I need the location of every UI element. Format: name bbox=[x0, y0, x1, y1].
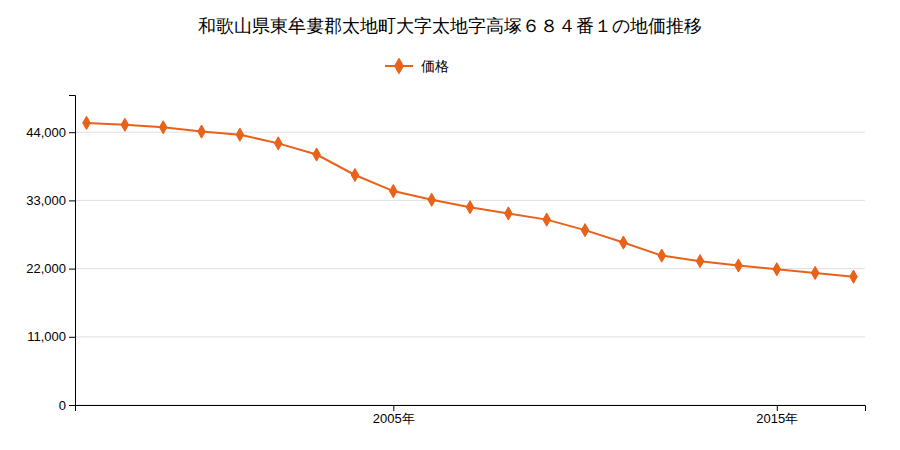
tick-label: 44,000 bbox=[26, 125, 66, 140]
marker bbox=[735, 259, 743, 272]
marker bbox=[505, 207, 513, 220]
tick: 22,000 bbox=[26, 261, 75, 276]
tick-mark bbox=[69, 200, 75, 201]
marker bbox=[773, 263, 781, 276]
line bbox=[87, 123, 854, 277]
chart-container: 2005年 2015年 0 11,000 22,000 33,000 44,000 和歌山県東… bbox=[0, 0, 900, 450]
marker bbox=[696, 255, 704, 268]
tick-mark bbox=[393, 405, 394, 411]
tick-mark bbox=[69, 337, 75, 338]
marker bbox=[351, 168, 359, 181]
marker bbox=[274, 137, 282, 150]
marker bbox=[121, 118, 129, 131]
legend-item: 価格 bbox=[385, 58, 449, 74]
tick: 33,000 bbox=[26, 193, 75, 208]
title: 和歌山県東牟婁郡太地町大字太地字高塚６８４番１の地価推移 bbox=[198, 15, 702, 36]
tick-label: 11,000 bbox=[27, 329, 66, 344]
marker bbox=[428, 193, 436, 206]
grid-line bbox=[75, 268, 865, 269]
legend: 価格 bbox=[385, 58, 449, 74]
grid bbox=[75, 132, 865, 405]
x-axis: 2005年 2015年 bbox=[76, 405, 866, 426]
plot-area: 2005年 2015年 0 11,000 22,000 33,000 44,000 bbox=[26, 96, 865, 427]
marker bbox=[236, 128, 244, 141]
marker bbox=[811, 266, 819, 279]
tick-mark bbox=[69, 132, 75, 133]
marker bbox=[543, 213, 551, 226]
tick: 11,000 bbox=[27, 329, 75, 344]
marks bbox=[83, 116, 858, 283]
tick-mark bbox=[777, 405, 778, 411]
axis-line bbox=[76, 406, 866, 412]
tick-label: 2015年 bbox=[756, 411, 798, 426]
marker bbox=[620, 236, 628, 249]
marker bbox=[581, 224, 589, 237]
legend-label: 価格 bbox=[421, 58, 449, 74]
y-axis: 0 11,000 22,000 33,000 44,000 bbox=[26, 96, 75, 413]
tick: 2015年 bbox=[756, 405, 798, 426]
tick-label: 33,000 bbox=[26, 193, 66, 208]
axis-line bbox=[69, 96, 76, 406]
tick-label: 2005年 bbox=[373, 411, 415, 426]
marker bbox=[159, 121, 167, 134]
tick-mark bbox=[69, 269, 75, 270]
tick: 44,000 bbox=[26, 125, 75, 140]
marker bbox=[658, 249, 666, 262]
chart-svg: 2005年 2015年 0 11,000 22,000 33,000 44,000 和歌山県東… bbox=[0, 0, 900, 450]
tick-label: 0 bbox=[59, 398, 66, 413]
tick: 2005年 bbox=[373, 405, 415, 426]
tick-label: 22,000 bbox=[26, 261, 66, 276]
marker bbox=[850, 270, 858, 283]
marker bbox=[83, 116, 91, 129]
marker bbox=[198, 125, 206, 138]
legend-marker bbox=[395, 58, 404, 74]
tick-mark bbox=[69, 405, 75, 406]
marker bbox=[466, 201, 474, 214]
grid-line bbox=[75, 132, 865, 133]
marker bbox=[313, 148, 321, 161]
grid-line bbox=[75, 336, 865, 337]
marker bbox=[390, 185, 398, 198]
tick: 0 bbox=[59, 398, 75, 413]
